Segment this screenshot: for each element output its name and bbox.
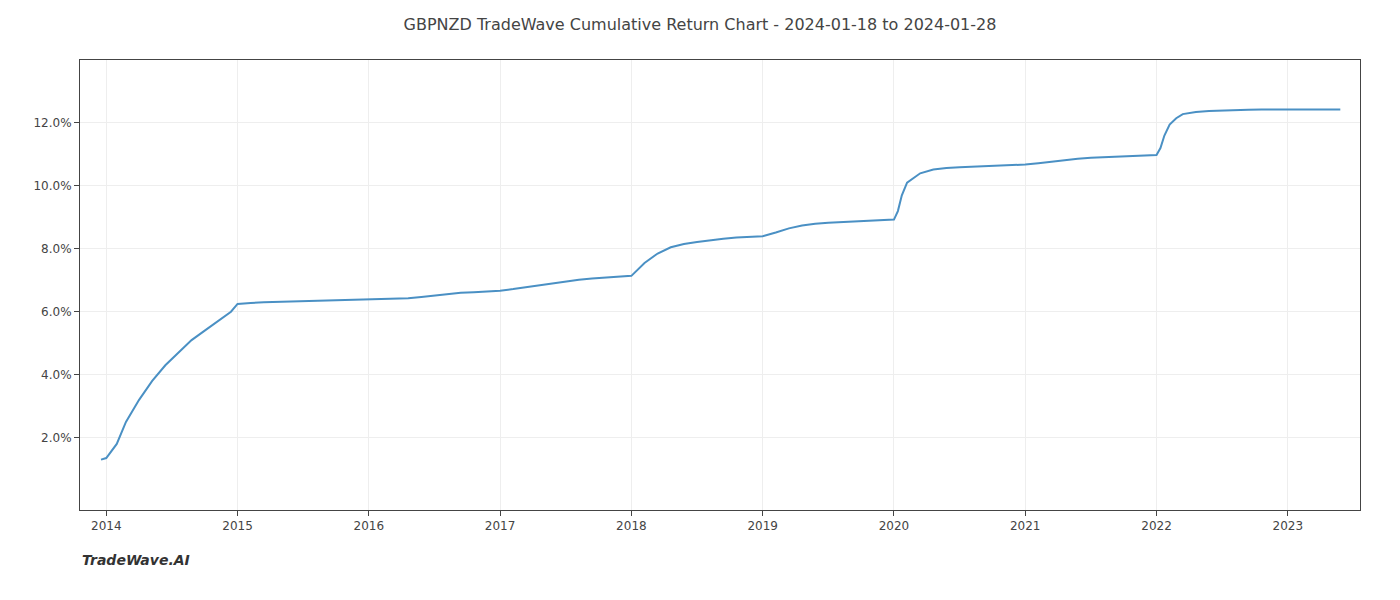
svg-text:TradeWave.AI: TradeWave.AI: [82, 552, 190, 568]
svg-text:6.0%: 6.0%: [41, 305, 72, 319]
svg-text:2015: 2015: [222, 519, 253, 533]
svg-text:2017: 2017: [485, 519, 516, 533]
svg-text:2014: 2014: [91, 519, 122, 533]
svg-text:2019: 2019: [747, 519, 778, 533]
svg-text:2023: 2023: [1273, 519, 1304, 533]
svg-text:10.0%: 10.0%: [33, 179, 71, 193]
svg-text:2021: 2021: [1010, 519, 1041, 533]
svg-text:2016: 2016: [354, 519, 385, 533]
svg-text:4.0%: 4.0%: [41, 368, 72, 382]
svg-text:8.0%: 8.0%: [41, 242, 72, 256]
svg-text:2020: 2020: [879, 519, 910, 533]
svg-text:2018: 2018: [616, 519, 647, 533]
svg-text:12.0%: 12.0%: [33, 116, 71, 130]
svg-text:2.0%: 2.0%: [41, 431, 72, 445]
svg-text:2022: 2022: [1141, 519, 1172, 533]
svg-text:GBPNZD TradeWave Cumulative Re: GBPNZD TradeWave Cumulative Return Chart…: [404, 15, 997, 34]
